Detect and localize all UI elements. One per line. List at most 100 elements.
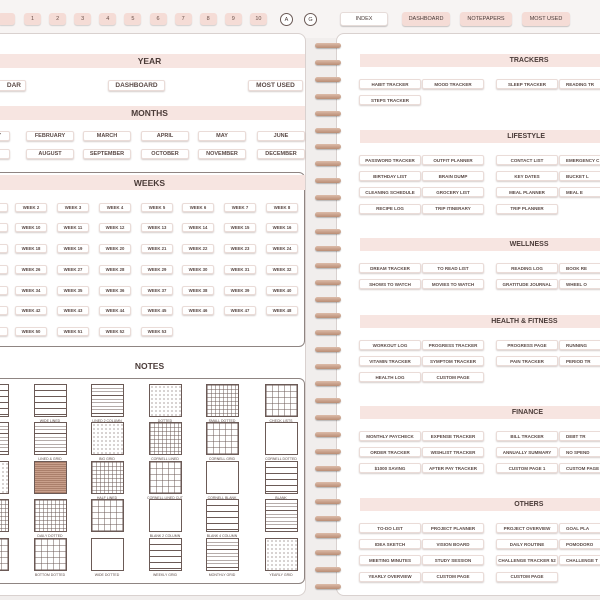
- index-button[interactable]: WEEK 34: [15, 286, 47, 295]
- index-button[interactable]: WEEK 26: [15, 265, 47, 274]
- index-button[interactable]: BOOK RE: [559, 263, 600, 273]
- note-thumbnail[interactable]: [33, 499, 67, 532]
- note-thumbnail[interactable]: [205, 384, 239, 417]
- index-button[interactable]: SEPTEMBER: [83, 149, 131, 159]
- index-button[interactable]: RY: [0, 131, 10, 141]
- index-button[interactable]: HEALTH LOG: [359, 372, 421, 383]
- index-button[interactable]: [0, 223, 8, 232]
- index-button[interactable]: WEEK 14: [182, 223, 214, 232]
- index-button[interactable]: NOVEMBER: [198, 149, 246, 159]
- note-thumbnail[interactable]: [148, 538, 182, 571]
- number-tab[interactable]: 2: [49, 13, 67, 25]
- index-button[interactable]: WEEK 13: [141, 223, 173, 232]
- index-button[interactable]: TO READ LIST: [422, 263, 484, 273]
- number-tab[interactable]: 9: [224, 13, 242, 25]
- index-button[interactable]: WEEK 47: [224, 306, 256, 315]
- index-button[interactable]: HABIT TRACKER: [359, 79, 421, 89]
- index-button[interactable]: SYMPTOM TRACKER: [422, 356, 484, 367]
- nav-button[interactable]: INDEX: [340, 12, 388, 26]
- index-button[interactable]: [0, 327, 8, 336]
- index-button[interactable]: IDEA SKETCH: [359, 539, 421, 550]
- index-button[interactable]: WEEK 30: [182, 265, 214, 274]
- index-button[interactable]: PROGRESS TRACKER: [422, 340, 484, 350]
- number-tab[interactable]: 7: [174, 13, 192, 25]
- index-button[interactable]: WHEEL O: [559, 279, 600, 290]
- note-thumbnail[interactable]: [0, 538, 9, 571]
- index-button[interactable]: VISION BOARD: [422, 539, 484, 550]
- index-button[interactable]: OCTOBER: [141, 149, 189, 159]
- index-button[interactable]: JUNE: [257, 131, 305, 141]
- index-button[interactable]: DAILY ROUTINE: [496, 539, 558, 550]
- index-button[interactable]: CUSTOM PAGE: [422, 571, 484, 582]
- note-thumbnail[interactable]: [148, 384, 182, 417]
- index-button[interactable]: WEEK 3: [57, 203, 89, 212]
- index-button[interactable]: PERIOD TR: [559, 356, 600, 367]
- index-button[interactable]: WEEK 37: [141, 286, 173, 295]
- note-thumbnail[interactable]: [0, 384, 9, 417]
- index-button[interactable]: [0, 149, 10, 159]
- index-button[interactable]: OUTFIT PLANNER: [422, 155, 484, 165]
- index-button[interactable]: [0, 265, 8, 274]
- note-thumbnail[interactable]: [0, 499, 9, 532]
- number-tab[interactable]: 1: [24, 13, 41, 25]
- index-button[interactable]: WEEK 52: [99, 327, 131, 336]
- index-button[interactable]: WEEK 46: [182, 306, 214, 315]
- index-button[interactable]: WEEK 39: [224, 286, 256, 295]
- note-thumbnail[interactable]: [90, 384, 124, 417]
- index-button[interactable]: GROCERY LIST: [422, 187, 484, 198]
- index-button[interactable]: PROJECT OVERVIEW: [496, 523, 558, 533]
- index-button[interactable]: AUGUST: [26, 149, 74, 159]
- index-button[interactable]: READING LOG: [496, 263, 558, 273]
- index-button[interactable]: MOVIES TO WATCH: [422, 279, 484, 290]
- index-button[interactable]: CUSTOM PAGE: [496, 571, 558, 582]
- index-button[interactable]: RECIPE LOG: [359, 203, 421, 214]
- note-thumbnail[interactable]: [205, 538, 239, 571]
- index-button[interactable]: BILL TRACKER: [496, 431, 558, 441]
- index-button[interactable]: TO-DO LIST: [359, 523, 421, 533]
- index-button[interactable]: [0, 244, 8, 253]
- note-thumbnail[interactable]: [205, 461, 239, 494]
- note-thumbnail[interactable]: [0, 461, 9, 494]
- index-button[interactable]: WEEK 10: [15, 223, 47, 232]
- index-button[interactable]: WEEK 22: [182, 244, 214, 253]
- note-thumbnail[interactable]: [264, 499, 298, 532]
- index-button[interactable]: WEEK 18: [15, 244, 47, 253]
- index-button[interactable]: CUSTOM PAGE: [422, 372, 484, 383]
- index-button[interactable]: PASSWORD TRACKER: [359, 155, 421, 165]
- index-button[interactable]: DASHBOARD: [108, 80, 165, 91]
- number-tab[interactable]: 8: [199, 13, 217, 25]
- index-button[interactable]: BUCKET L: [559, 171, 600, 182]
- index-button[interactable]: WEEK 8: [266, 203, 298, 212]
- index-button[interactable]: DEBT TR: [559, 431, 600, 441]
- number-tab[interactable]: 3: [74, 13, 92, 25]
- index-button[interactable]: APRIL: [141, 131, 189, 141]
- index-button[interactable]: BIRTHDAY LIST: [359, 171, 421, 182]
- number-tab[interactable]: 10: [249, 13, 267, 25]
- index-button[interactable]: WEEK 43: [57, 306, 89, 315]
- index-button[interactable]: MONTHLY PAYCHECK: [359, 431, 421, 441]
- index-button[interactable]: PROJECT PLANNER: [422, 523, 484, 533]
- index-button[interactable]: MAY: [198, 131, 246, 141]
- number-tab[interactable]: 6: [149, 13, 167, 25]
- index-button[interactable]: CHALLENGE T: [559, 555, 600, 566]
- index-button[interactable]: DECEMBER: [257, 149, 305, 159]
- index-button[interactable]: AFTER PAY TRACKER: [422, 463, 484, 474]
- index-button[interactable]: FEBRUARY: [26, 131, 74, 141]
- index-button[interactable]: WEEK 27: [57, 265, 89, 274]
- note-thumbnail[interactable]: [90, 538, 124, 571]
- index-button[interactable]: WEEK 15: [224, 223, 256, 232]
- index-button[interactable]: PAIN TRACKER: [496, 356, 558, 367]
- note-thumbnail[interactable]: [90, 499, 124, 532]
- index-button[interactable]: POMODORO: [559, 539, 600, 550]
- index-button[interactable]: EMERGENCY C: [559, 155, 600, 165]
- index-button[interactable]: CLEANING SCHEDULE: [359, 187, 421, 198]
- index-button[interactable]: WEEK 20: [99, 244, 131, 253]
- index-button[interactable]: $1000 SAVING: [359, 463, 421, 474]
- index-button[interactable]: WEEK 50: [15, 327, 47, 336]
- index-button[interactable]: WEEK 32: [266, 265, 298, 274]
- note-thumbnail[interactable]: [0, 422, 9, 455]
- index-button[interactable]: WEEK 53: [141, 327, 173, 336]
- index-button[interactable]: WEEK 12: [99, 223, 131, 232]
- index-button[interactable]: [0, 306, 8, 315]
- index-button[interactable]: WEEK 31: [224, 265, 256, 274]
